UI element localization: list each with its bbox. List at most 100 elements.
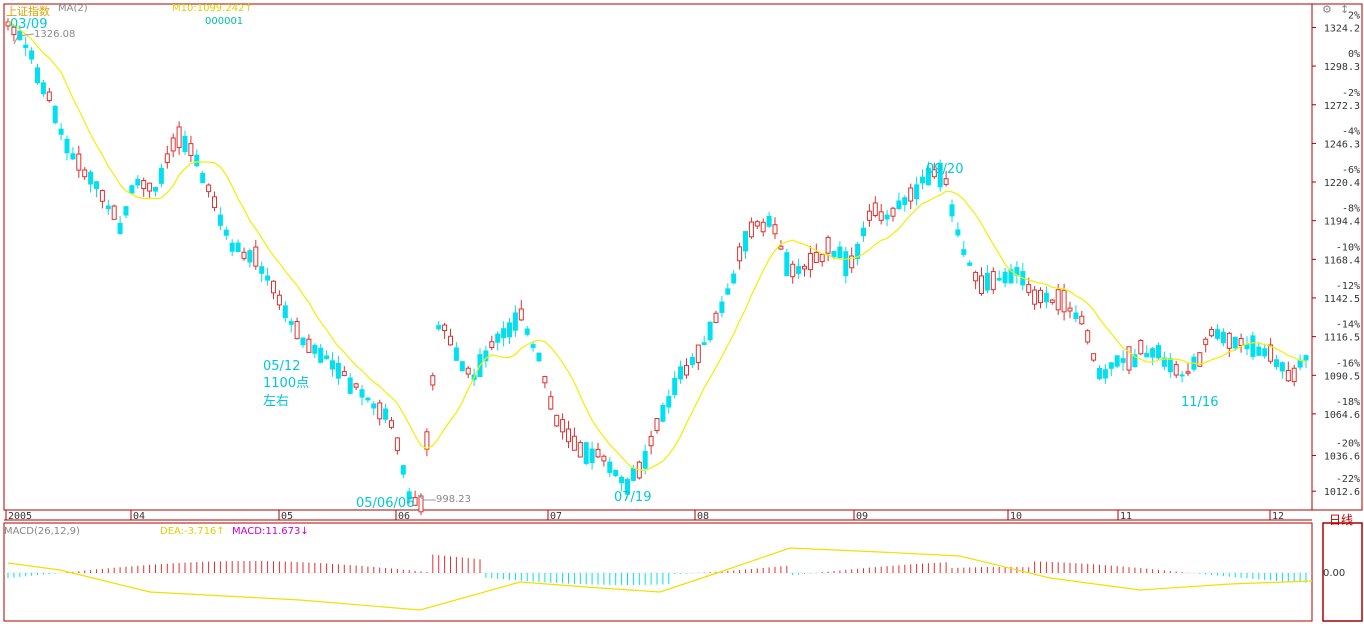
candle-body-up <box>943 178 949 185</box>
candle-body-up <box>648 435 654 447</box>
candle-body-up <box>188 143 194 157</box>
candle-body-down <box>524 328 530 335</box>
candle-body-down <box>642 450 648 469</box>
date-tick-label: 12 <box>1272 511 1284 522</box>
candle-body-up <box>825 236 831 254</box>
candle-body-up <box>489 341 495 349</box>
annotation-may-date: 05/12 <box>263 359 301 374</box>
pct-tick-label: -10% <box>1336 242 1360 253</box>
candle-body-down <box>40 82 46 95</box>
candle-body-up <box>566 428 571 443</box>
candle-body-down <box>1043 292 1049 303</box>
candle-body-down <box>182 135 188 153</box>
candle-body-down <box>1220 331 1226 344</box>
candle-body-down <box>666 396 672 408</box>
candle-body-down <box>194 154 200 167</box>
candle-body-up <box>890 207 896 217</box>
candle-body-up <box>1055 289 1061 311</box>
date-tick-label: 05 <box>281 511 293 522</box>
candle-body-down <box>1179 374 1185 377</box>
candle-body-down <box>335 362 341 379</box>
candle-body-down <box>719 301 725 313</box>
candle-body-down <box>58 128 64 135</box>
candle-body-down <box>217 214 223 226</box>
period-label[interactable]: 日线 <box>1329 513 1354 527</box>
candle-body-up <box>141 179 147 190</box>
candle-body-down <box>1102 369 1108 379</box>
candle-body-up <box>1038 289 1043 304</box>
candle-body-up <box>601 455 607 462</box>
candle-body-up <box>931 169 937 178</box>
candle-body-up <box>1138 340 1144 355</box>
candle-body-down <box>330 360 335 370</box>
candle-body-down <box>796 266 802 274</box>
candle-body-up <box>1079 315 1085 325</box>
candle-body-up <box>1049 299 1055 303</box>
candle-body-down <box>88 171 94 185</box>
price-tick-label: 1036.6 <box>1324 452 1360 463</box>
candle-body-up <box>979 275 984 295</box>
candle-body-down <box>630 467 636 481</box>
candle-body-up <box>341 371 347 377</box>
candle-body-down <box>64 138 70 154</box>
candle-body-up <box>176 126 182 148</box>
annotation-peak-date: 03/09 <box>10 17 48 32</box>
candle-body-up <box>276 294 282 306</box>
candle-body-down <box>619 476 625 484</box>
candle-body-down <box>347 377 353 394</box>
candle-body-down <box>536 352 542 362</box>
candle-body-down <box>105 205 111 210</box>
candle-body-down <box>158 167 164 184</box>
candle-body-up <box>778 245 784 250</box>
candle-body-down <box>967 262 973 266</box>
price-tick-label: 1168.4 <box>1324 255 1360 266</box>
dea-label: DEA:-3.716↑ <box>160 526 225 537</box>
date-tick-label: 2005 <box>8 511 32 522</box>
candle-body-down <box>837 246 843 259</box>
candle-body-down <box>902 197 908 205</box>
candle-body-up <box>990 271 996 291</box>
pct-tick-label: -8% <box>1342 204 1360 215</box>
candle-body-down <box>589 448 595 464</box>
candle-body-up <box>754 221 760 227</box>
candle-body-up <box>1185 371 1191 374</box>
candle-body-down <box>135 178 141 186</box>
candle-body-down <box>265 275 271 281</box>
candle-body-up <box>147 182 153 192</box>
candle-body-down <box>937 162 943 188</box>
settings-icon[interactable]: ⚙ <box>1322 3 1332 16</box>
candle-body-down <box>383 408 389 420</box>
candle-body-down <box>259 266 265 274</box>
candle-body-down <box>483 350 489 362</box>
candle-body-down <box>949 204 955 217</box>
candle-body-up <box>1085 330 1091 343</box>
candle-body-down <box>1120 358 1126 363</box>
candle-body-down <box>920 176 925 184</box>
candle-body-up <box>1026 284 1032 293</box>
candle-body-up <box>418 495 424 513</box>
candle-body-down <box>235 242 241 253</box>
candle-body-up <box>1061 289 1067 313</box>
candle-body-down <box>1132 354 1138 368</box>
ma-line <box>7 21 1307 471</box>
candle-body-down <box>731 273 737 284</box>
candle-body-up <box>595 448 601 458</box>
candle-body-up <box>1291 367 1297 383</box>
candle-body-up <box>253 246 259 267</box>
annotation-may-note1: 1100点 <box>263 376 310 391</box>
candle-body-up <box>819 254 825 263</box>
candle-body-up <box>713 312 719 323</box>
candle-body-up <box>430 375 436 386</box>
candle-body-up <box>412 497 418 506</box>
candle-body-down <box>359 389 365 398</box>
candle-body-up <box>866 210 872 221</box>
scroll-icon[interactable]: ↕ <box>1340 3 1350 16</box>
candle-body-down <box>743 231 748 252</box>
candle-body-down <box>300 337 306 346</box>
price-tick-label: 1324.2 <box>1324 24 1360 35</box>
candle-body-down <box>288 321 294 325</box>
candle-body-up <box>1203 338 1209 345</box>
candle-body-down <box>1073 312 1079 319</box>
annotation-bottom-value: 998.23 <box>436 494 471 505</box>
